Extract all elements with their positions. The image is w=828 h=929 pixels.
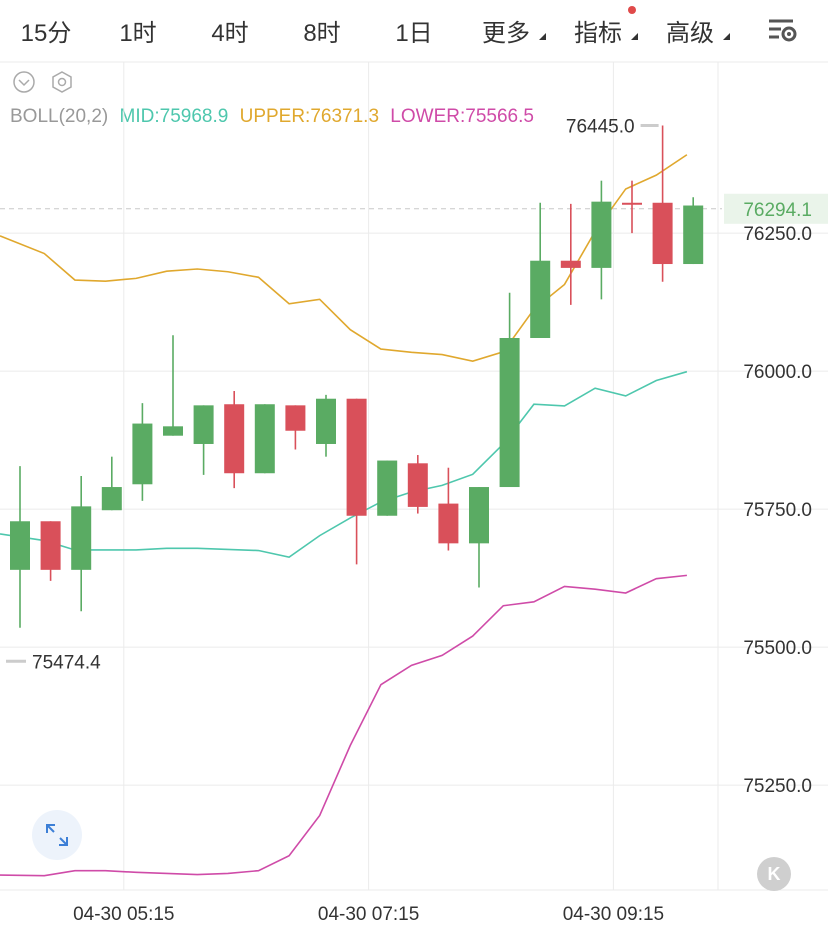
y-tick-label: 75750.0 — [743, 500, 812, 521]
tab-4h[interactable]: 4时 — [184, 0, 276, 60]
y-tick-label: 75500.0 — [743, 638, 812, 659]
indicator-tools — [12, 70, 74, 94]
candle-down — [346, 398, 367, 516]
candle-up — [132, 423, 153, 485]
low-price-label: 75474.4 — [32, 652, 101, 673]
tab-label: 8时 — [303, 19, 341, 47]
y-tick-label: 76250.0 — [743, 224, 812, 245]
current-price-badge — [724, 193, 828, 224]
chevron-down-icon — [539, 33, 546, 40]
tab-label: 1时 — [119, 19, 157, 47]
candle-up — [163, 426, 183, 436]
tab-more[interactable]: 更多 — [460, 0, 552, 60]
candle-down — [652, 202, 673, 265]
expand-arrows-icon — [46, 824, 68, 846]
x-tick-label: 04-30 07:15 — [318, 904, 419, 925]
hexagon-settings-icon[interactable] — [50, 70, 74, 94]
chevron-down-circle-icon[interactable] — [12, 70, 36, 94]
candle-down — [622, 202, 642, 205]
candle-up — [71, 506, 92, 570]
candle-down — [40, 521, 61, 570]
k-logo-icon: K — [767, 863, 781, 884]
candle-down — [438, 503, 459, 544]
tab-advanced[interactable]: 高级 — [644, 0, 736, 60]
boll-legend: BOLL(20,2) MID:75968.9 UPPER:76371.3 LOW… — [10, 106, 540, 128]
boll-name: BOLL(20,2) — [10, 106, 109, 127]
candle-down — [224, 404, 245, 474]
boll-mid: MID:75968.9 — [119, 106, 229, 127]
tab-8h[interactable]: 8时 — [276, 0, 368, 60]
boll-upper-line — [0, 154, 688, 363]
candle-up — [254, 404, 275, 474]
expand-chart-button[interactable] — [32, 810, 82, 860]
high-price-label: 76445.0 — [566, 116, 635, 137]
boll-upper: UPPER:76371.3 — [239, 106, 380, 127]
tab-1d[interactable]: 1日 — [368, 0, 460, 60]
candle-down — [560, 260, 581, 268]
y-tick-label: 76000.0 — [743, 362, 812, 383]
notification-dot — [628, 6, 636, 14]
tab-label: 1日 — [395, 19, 433, 47]
tab-1h[interactable]: 1时 — [92, 0, 184, 60]
candle-up — [316, 398, 336, 444]
boll-lower-line — [0, 574, 687, 877]
candle-up — [683, 205, 704, 265]
boll-lower: LOWER:75566.5 — [390, 106, 534, 127]
chevron-down-icon — [631, 33, 638, 40]
candle-up — [101, 487, 122, 511]
chart-settings-icon — [769, 19, 797, 42]
tab-label: 4时 — [211, 19, 249, 47]
x-tick-label: 04-30 09:15 — [563, 904, 664, 925]
tab-15m[interactable]: 15分 — [0, 0, 92, 60]
candle-up — [499, 338, 520, 488]
tab-label: 更多 — [482, 19, 530, 47]
tab-indicators[interactable]: 指标 — [552, 0, 644, 60]
tab-label: 高级 — [666, 19, 714, 47]
candle-down — [285, 405, 306, 431]
k-logo-button[interactable]: K — [757, 857, 791, 891]
chart-settings-button[interactable] — [736, 0, 828, 60]
candle-up — [591, 201, 612, 268]
timeframe-tabbar: 15分 1时 4时 8时 1日 更多 指标 高级 — [0, 0, 828, 60]
candle-down — [407, 463, 428, 507]
tab-label: 15分 — [20, 19, 72, 47]
boll-mid-line — [0, 370, 688, 559]
candle-up — [193, 405, 214, 444]
x-tick-label: 04-30 05:15 — [73, 904, 174, 925]
y-tick-label: 75250.0 — [743, 776, 812, 797]
current-price-label: 76294.1 — [743, 200, 812, 221]
candle-up — [10, 521, 30, 570]
candle-up — [530, 260, 551, 338]
candle-up — [469, 487, 489, 544]
chevron-down-icon — [723, 33, 730, 40]
tab-label: 指标 — [574, 19, 622, 47]
candle-up — [377, 460, 398, 516]
